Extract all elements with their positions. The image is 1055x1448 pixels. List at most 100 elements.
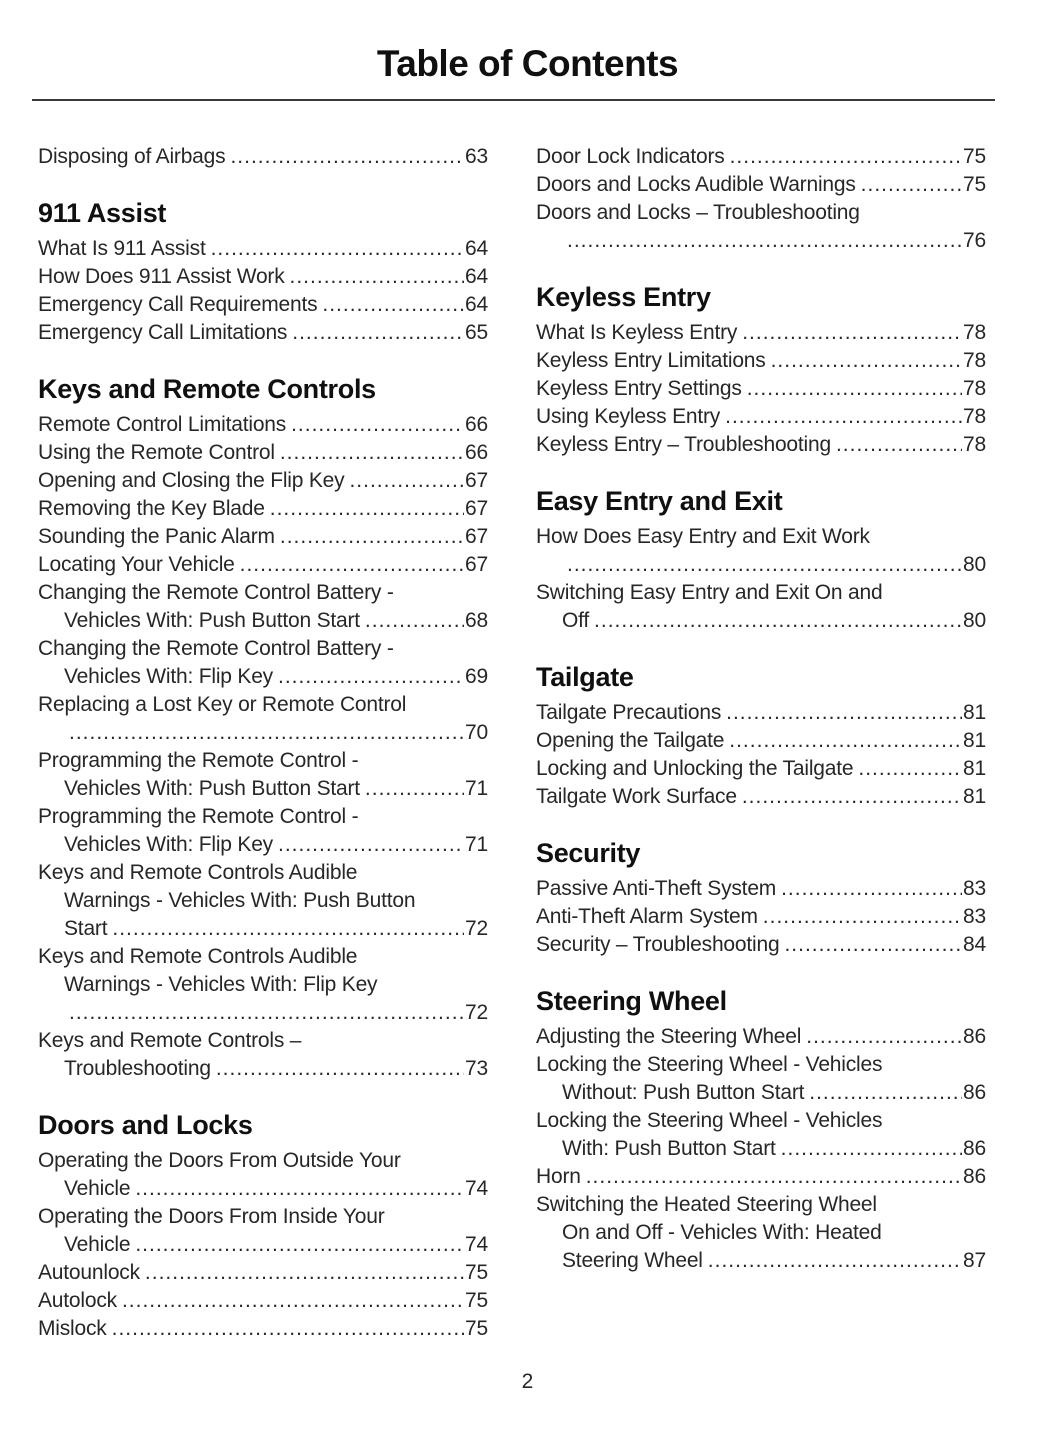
- toc-entry[interactable]: Locating Your Vehicle...................…: [38, 551, 488, 579]
- dot-leader: ........................................…: [322, 293, 464, 316]
- toc-entry[interactable]: Locking the Steering Wheel - Vehicles Wit…: [536, 1051, 986, 1107]
- toc-entry[interactable]: Keys and Remote Controls – Troubleshootin…: [38, 1027, 488, 1083]
- page-number: 73: [465, 1057, 488, 1080]
- toc-entry-label: Security – Troubleshooting: [536, 933, 780, 956]
- toc-entry[interactable]: Locking the Steering Wheel - Vehicles Wit…: [536, 1107, 986, 1163]
- toc-entry[interactable]: Keyless Entry Limitations...............…: [536, 347, 986, 375]
- toc-section: Keyless Entry What Is Keyless Entry......…: [536, 281, 986, 459]
- toc-entry[interactable]: Tailgate Precautions....................…: [536, 699, 986, 727]
- toc-entry[interactable]: Keyless Entry Settings..................…: [536, 375, 986, 403]
- toc-entry[interactable]: Tailgate Work Surface...................…: [536, 783, 986, 811]
- dot-leader: ........................................…: [230, 145, 464, 168]
- dot-leader: ........................................…: [742, 321, 962, 344]
- toc-entry[interactable]: Passive Anti-Theft System...............…: [536, 875, 986, 903]
- toc-section: Security Passive Anti-Theft System.......…: [536, 837, 986, 959]
- dot-leader: ........................................…: [567, 553, 962, 576]
- dot-leader: ........................................…: [135, 1177, 464, 1200]
- toc-entry[interactable]: Opening the Tailgate....................…: [536, 727, 986, 755]
- toc-entry[interactable]: Emergency Call Limitations..............…: [38, 319, 488, 347]
- toc-entry-line: Vehicles With: Push Button Start........…: [38, 775, 488, 803]
- toc-entry[interactable]: Disposing of Airbags....................…: [38, 143, 488, 171]
- toc-entry-label: Mislock: [38, 1317, 107, 1340]
- toc-entry[interactable]: Locking and Unlocking the Tailgate......…: [536, 755, 986, 783]
- page-number: 78: [963, 321, 986, 344]
- toc-entry[interactable]: Removing the Key Blade..................…: [38, 495, 488, 523]
- toc-entry[interactable]: Sounding the Panic Alarm................…: [38, 523, 488, 551]
- dot-leader: ........................................…: [69, 721, 464, 744]
- toc-entry-label: Vehicle: [64, 1177, 131, 1200]
- dot-leader: ........................................…: [809, 1081, 962, 1104]
- toc-entry[interactable]: Security – Troubleshooting..............…: [536, 931, 986, 959]
- toc-entry[interactable]: Anti-Theft Alarm System.................…: [536, 903, 986, 931]
- toc-entry-label: Passive Anti-Theft System: [536, 877, 777, 900]
- toc-entry-line: Keys and Remote Controls Audible: [38, 945, 358, 968]
- toc-entry[interactable]: What Is Keyless Entry...................…: [536, 319, 986, 347]
- toc-entry[interactable]: Remote Control Limitations..............…: [38, 411, 488, 439]
- toc-entry[interactable]: Keys and Remote Controls Audible Warnings…: [38, 859, 488, 943]
- toc-entry-line: With: Push Button Start.................…: [536, 1135, 986, 1163]
- page-number: 75: [465, 1289, 488, 1312]
- page-number: 67: [465, 469, 488, 492]
- toc-entry[interactable]: Doors and Locks Audible Warnings........…: [536, 171, 986, 199]
- toc-entry-line: Opening the Tailgate....................…: [536, 727, 986, 755]
- toc-entry-label: Opening and Closing the Flip Key: [38, 469, 345, 492]
- page-number: 65: [465, 321, 488, 344]
- toc-entry[interactable]: Programming the Remote Control - Vehicles…: [38, 747, 488, 803]
- toc-entry[interactable]: Changing the Remote Control Battery - Veh…: [38, 579, 488, 635]
- toc-entry[interactable]: Door Lock Indicators....................…: [536, 143, 986, 171]
- section-heading: Tailgate: [536, 662, 634, 692]
- toc-entry[interactable]: Switching the Heated Steering Wheel On an…: [536, 1191, 986, 1275]
- toc-entry-line: Disposing of Airbags....................…: [38, 143, 488, 171]
- toc-entry[interactable]: Using the Remote Control................…: [38, 439, 488, 467]
- toc-entry[interactable]: What Is 911 Assist......................…: [38, 235, 488, 263]
- toc-entry-label: Opening the Tailgate: [536, 729, 725, 752]
- toc-entry[interactable]: Doors and Locks – Troubleshooting.......…: [536, 199, 986, 255]
- toc-entry-line: Tailgate Work Surface...................…: [536, 783, 986, 811]
- toc-entry[interactable]: Using Keyless Entry.....................…: [536, 403, 986, 431]
- toc-entry-label: Emergency Call Limitations: [38, 321, 288, 344]
- toc-entry-line: Passive Anti-Theft System...............…: [536, 875, 986, 903]
- toc-entry-line: Keyless Entry Limitations...............…: [536, 347, 986, 375]
- toc-entry-label: Locking and Unlocking the Tailgate: [536, 757, 854, 780]
- toc-entry[interactable]: Switching Easy Entry and Exit On and Off.…: [536, 579, 986, 635]
- page-number: 86: [963, 1081, 986, 1104]
- page-number: 67: [465, 553, 488, 576]
- page-number: 72: [465, 917, 488, 940]
- page-number: 74: [465, 1177, 488, 1200]
- toc-entry-line: Vehicle.................................…: [38, 1175, 488, 1203]
- toc-entry[interactable]: Horn....................................…: [536, 1163, 986, 1191]
- page-title: Table of Contents: [376, 43, 679, 84]
- toc-entry-line: Locating Your Vehicle...................…: [38, 551, 488, 579]
- toc-entry[interactable]: How Does Easy Entry and Exit Work.......…: [536, 523, 986, 579]
- toc-entry[interactable]: Mislock.................................…: [38, 1315, 488, 1343]
- dot-leader: ........................................…: [269, 497, 464, 520]
- toc-entry-label: Sounding the Panic Alarm: [38, 525, 275, 548]
- page-number: 80: [963, 609, 986, 632]
- toc-entry[interactable]: Adjusting the Steering Wheel............…: [536, 1023, 986, 1051]
- toc-entry[interactable]: Emergency Call Requirements.............…: [38, 291, 488, 319]
- dot-leader: ........................................…: [239, 553, 464, 576]
- toc-entry-label: Without: Push Button Start: [562, 1081, 805, 1104]
- toc-entry[interactable]: Programming the Remote Control - Vehicles…: [38, 803, 488, 859]
- toc-entry[interactable]: Keyless Entry – Troubleshooting.........…: [536, 431, 986, 459]
- section-heading: Security: [536, 838, 641, 868]
- toc-entry[interactable]: Operating the Doors From Outside Your Veh…: [38, 1147, 488, 1203]
- toc-entry[interactable]: Autounlock..............................…: [38, 1259, 488, 1287]
- toc-entry[interactable]: Keys and Remote Controls Audible Warnings…: [38, 943, 488, 1027]
- toc-entry[interactable]: Replacing a Lost Key or Remote Control..…: [38, 691, 488, 747]
- page-number: 78: [963, 349, 986, 372]
- toc-entry-line: Emergency Call Limitations..............…: [38, 319, 488, 347]
- page-number: 74: [465, 1233, 488, 1256]
- toc-entry[interactable]: Opening and Closing the Flip Key........…: [38, 467, 488, 495]
- toc-section: Easy Entry and Exit How Does Easy Entry a…: [536, 485, 986, 635]
- toc-entry[interactable]: Autolock................................…: [38, 1287, 488, 1315]
- toc-entry[interactable]: How Does 911 Assist Work................…: [38, 263, 488, 291]
- toc-entry[interactable]: Changing the Remote Control Battery - Veh…: [38, 635, 488, 691]
- toc-entry-line: Keyless Entry – Troubleshooting.........…: [536, 431, 986, 459]
- toc-column-right: Door Lock Indicators....................…: [536, 143, 986, 1343]
- dot-leader: ........................................…: [567, 229, 962, 252]
- page-number: 81: [963, 757, 986, 780]
- dot-leader: ........................................…: [770, 349, 962, 372]
- page-number: 81: [963, 785, 986, 808]
- toc-entry[interactable]: Operating the Doors From Inside Your Vehi…: [38, 1203, 488, 1259]
